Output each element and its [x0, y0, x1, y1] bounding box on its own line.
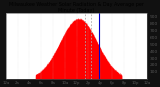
- Title: Milwaukee Weather Solar Radiation & Day Average per Minute (Today): Milwaukee Weather Solar Radiation & Day …: [9, 2, 144, 13]
